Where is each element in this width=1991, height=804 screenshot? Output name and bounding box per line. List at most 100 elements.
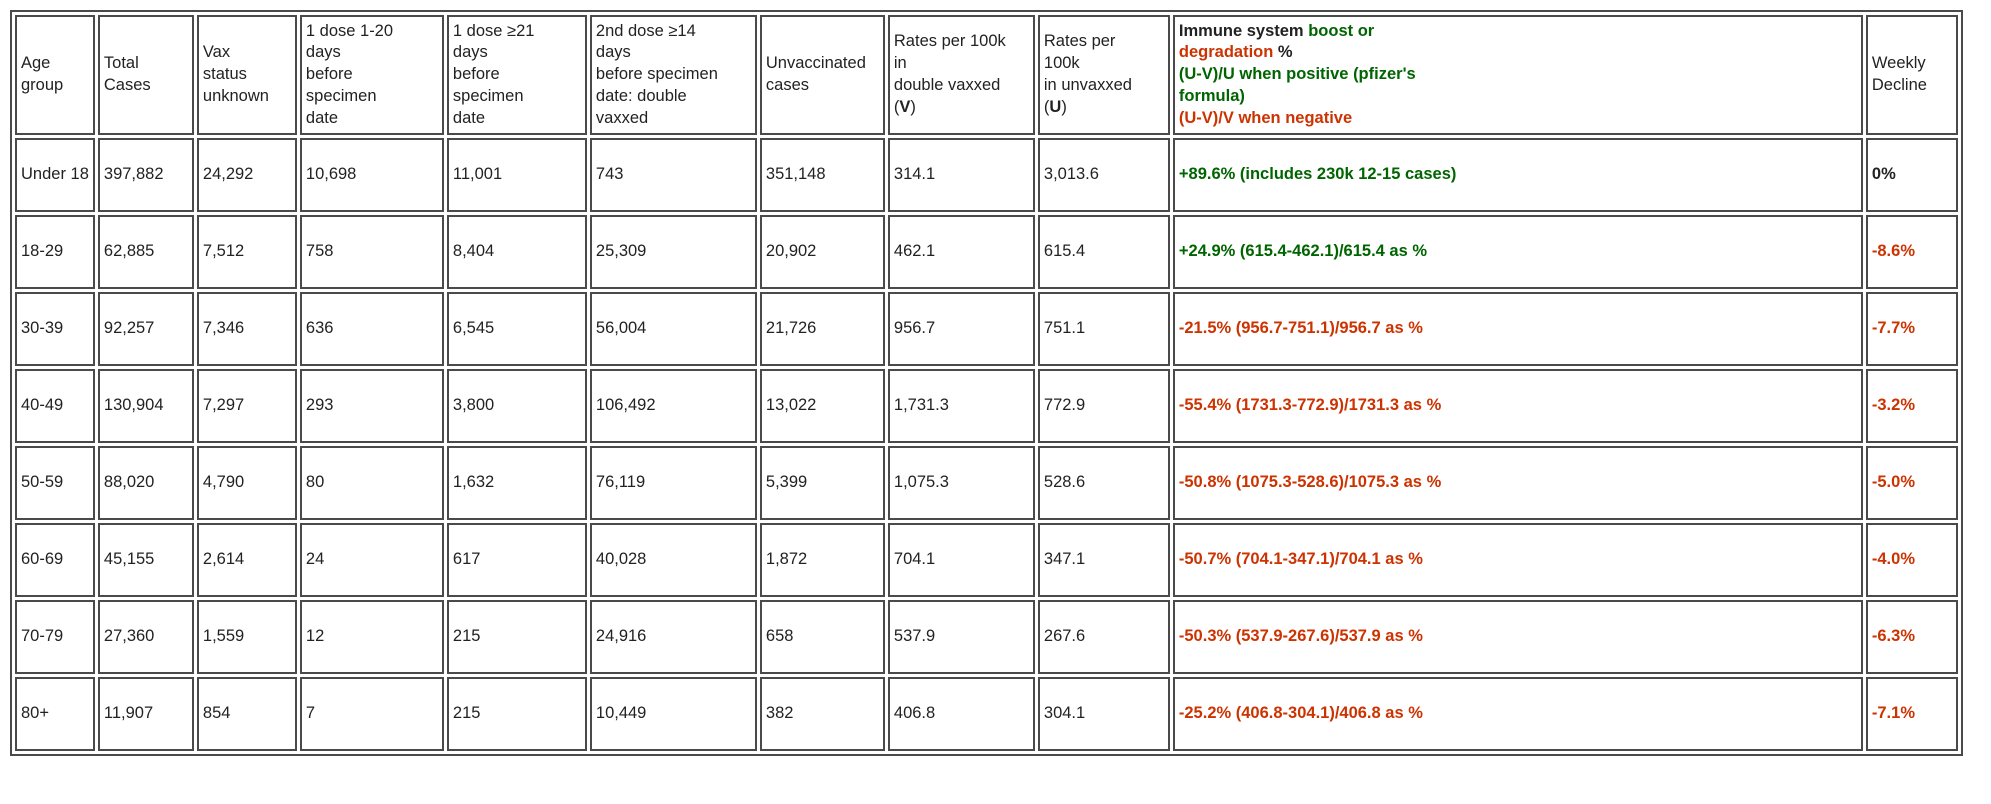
cell-total: 11,907 [97, 677, 194, 751]
cell-rate_v: 1,731.3 [887, 369, 1035, 443]
column-header-rate_v: Rates per 100k in double vaxxed (V) [887, 15, 1035, 135]
cell-rate_u: 772.9 [1037, 369, 1170, 443]
header-text-segment: 1 dose 1-20 days before specimen date [305, 21, 394, 127]
cell-age: 60-69 [15, 523, 95, 597]
cell-unvaccinated: 382 [759, 677, 885, 751]
cell-immune: -50.3% (537.9-267.6)/537.9 as % [1172, 600, 1863, 674]
cell-rate_v: 462.1 [887, 215, 1035, 289]
cell-rate_v: 406.8 [887, 677, 1035, 751]
header-text-segment: 1 dose ≥21 days before specimen date [452, 21, 535, 127]
cell-unvaccinated: 658 [759, 600, 885, 674]
cell-vax_unknown: 1,559 [196, 600, 297, 674]
cell-total: 45,155 [97, 523, 194, 597]
cell-dose1_21: 8,404 [446, 215, 587, 289]
table-body: Under 18 397,882 24,292 10,698 11,001 743 351,… [15, 138, 1958, 751]
cell-total: 92,257 [97, 292, 194, 366]
table-row: Under 18 397,882 24,292 10,698 11,001 743 351,… [15, 138, 1958, 212]
table-row: 18-29 62,885 7,512 758 8,404 25,309 20,902 462.… [15, 215, 1958, 289]
cell-immune: -50.7% (704.1-347.1)/704.1 as % [1172, 523, 1863, 597]
cell-rate_u: 304.1 [1037, 677, 1170, 751]
cell-dose1_1_20: 293 [299, 369, 444, 443]
cell-unvaccinated: 13,022 [759, 369, 885, 443]
cell-vax_unknown: 7,346 [196, 292, 297, 366]
cell-dose1_21: 1,632 [446, 446, 587, 520]
cell-rate_v: 1,075.3 [887, 446, 1035, 520]
header-text-segment: Rates per 100k in double vaxxed ( [893, 32, 1006, 116]
column-header-total: Total Cases [97, 15, 194, 135]
cell-total: 62,885 [97, 215, 194, 289]
header-text-segment: Vax status unknown [202, 43, 269, 105]
cell-age: 18-29 [15, 215, 95, 289]
cell-dose1_21: 6,545 [446, 292, 587, 366]
table-row: 40-49 130,904 7,297 293 3,800 106,492 13,022 1,… [15, 369, 1958, 443]
table-row: 80+ 11,907 854 7 215 10,449 382 406.8 304.1 -25.2… [15, 677, 1958, 751]
cell-vax_unknown: 4,790 [196, 446, 297, 520]
header-text-segment: degradation [1178, 43, 1274, 62]
cell-dose2_14: 56,004 [589, 292, 757, 366]
cell-rate_u: 615.4 [1037, 215, 1170, 289]
cell-rate_u: 267.6 [1037, 600, 1170, 674]
column-header-age: Age group [15, 15, 95, 135]
covid-cases-by-vax-status-table: Age group Total Cases Vax status unknown 1 … [10, 10, 1963, 756]
cell-vax_unknown: 2,614 [196, 523, 297, 597]
cell-total: 88,020 [97, 446, 194, 520]
cell-rate_v: 314.1 [887, 138, 1035, 212]
cell-immune: -55.4% (1731.3-772.9)/1731.3 as % [1172, 369, 1863, 443]
cell-dose1_1_20: 7 [299, 677, 444, 751]
column-header-dose1_21: 1 dose ≥21 days before specimen date [446, 15, 587, 135]
cell-weekly: -7.7% [1865, 292, 1958, 366]
cell-immune: -25.2% (406.8-304.1)/406.8 as % [1172, 677, 1863, 751]
cell-rate_v: 704.1 [887, 523, 1035, 597]
cell-total: 27,360 [97, 600, 194, 674]
cell-dose1_21: 11,001 [446, 138, 587, 212]
cell-dose1_21: 215 [446, 677, 587, 751]
column-header-dose2_14: 2nd dose ≥14 days before specimen date: … [589, 15, 757, 135]
cell-rate_u: 347.1 [1037, 523, 1170, 597]
cell-vax_unknown: 7,512 [196, 215, 297, 289]
cell-immune: -21.5% (956.7-751.1)/956.7 as % [1172, 292, 1863, 366]
cell-unvaccinated: 1,872 [759, 523, 885, 597]
cell-rate_u: 751.1 [1037, 292, 1170, 366]
cell-age: 40-49 [15, 369, 95, 443]
cell-weekly: 0% [1865, 138, 1958, 212]
cell-unvaccinated: 351,148 [759, 138, 885, 212]
cell-dose1_1_20: 24 [299, 523, 444, 597]
header-text-segment: (U-V)/V when negative [1178, 108, 1353, 127]
cell-dose1_21: 617 [446, 523, 587, 597]
cell-vax_unknown: 7,297 [196, 369, 297, 443]
cell-immune: +89.6% (includes 230k 12-15 cases) [1172, 138, 1863, 212]
cell-immune: +24.9% (615.4-462.1)/615.4 as % [1172, 215, 1863, 289]
cell-dose2_14: 76,119 [589, 446, 757, 520]
header-text-segment: Immune system [1178, 21, 1309, 40]
header-text-segment: % [1273, 43, 1293, 62]
cell-age: 70-79 [15, 600, 95, 674]
cell-dose1_21: 3,800 [446, 369, 587, 443]
cell-dose1_1_20: 80 [299, 446, 444, 520]
column-header-vax_unknown: Vax status unknown [196, 15, 297, 135]
header-text-segment: Weekly Decline [1871, 54, 1927, 94]
cell-age: 50-59 [15, 446, 95, 520]
header-row: Age group Total Cases Vax status unknown 1 … [15, 15, 1958, 135]
cell-dose2_14: 743 [589, 138, 757, 212]
column-header-unvaccinated: Unvaccinated cases [759, 15, 885, 135]
header-text-segment: ) [1061, 97, 1067, 116]
cell-rate_u: 528.6 [1037, 446, 1170, 520]
header-text-segment: boost or [1308, 21, 1375, 40]
header-text-segment: Total Cases [103, 54, 151, 94]
cell-unvaccinated: 5,399 [759, 446, 885, 520]
cell-age: 30-39 [15, 292, 95, 366]
cell-dose2_14: 106,492 [589, 369, 757, 443]
cell-weekly: -3.2% [1865, 369, 1958, 443]
cell-weekly: -5.0% [1865, 446, 1958, 520]
cell-age: 80+ [15, 677, 95, 751]
table-row: 50-59 88,020 4,790 80 1,632 76,119 5,399 1,075.… [15, 446, 1958, 520]
cell-immune: -50.8% (1075.3-528.6)/1075.3 as % [1172, 446, 1863, 520]
header-text-segment: Rates per 100k in unvaxxed ( [1043, 32, 1132, 116]
cell-weekly: -8.6% [1865, 215, 1958, 289]
cell-rate_v: 537.9 [887, 600, 1035, 674]
column-header-rate_u: Rates per 100k in unvaxxed (U) [1037, 15, 1170, 135]
cell-rate_v: 956.7 [887, 292, 1035, 366]
cell-dose1_1_20: 10,698 [299, 138, 444, 212]
header-text-segment: (U-V)/U when positive (pfizer's formula) [1178, 65, 1416, 105]
header-text-segment: 2nd dose ≥14 days before specimen date: … [595, 21, 718, 127]
